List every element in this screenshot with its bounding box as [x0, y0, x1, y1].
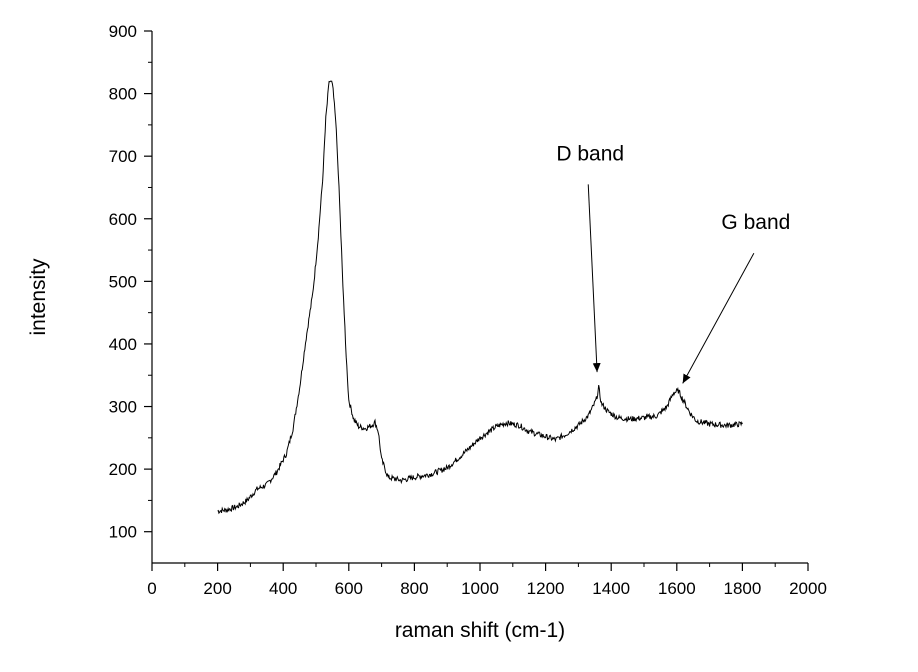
x-tick-label: 1800: [723, 579, 761, 598]
x-tick-label: 1200: [527, 579, 565, 598]
x-tick-label: 600: [335, 579, 363, 598]
y-axis-ticks: 100 200 300 400 500 600 700 800 900: [109, 22, 152, 542]
series-layer: [217, 80, 743, 515]
x-tick-label: 800: [400, 579, 428, 598]
annotation-label: G band: [721, 211, 790, 234]
x-tick-label: 400: [269, 579, 297, 598]
annotation-layer: D band G band: [556, 142, 790, 384]
y-tick-label: 400: [109, 335, 137, 354]
y-tick-label: 200: [109, 460, 137, 479]
y-tick-label: 500: [109, 272, 137, 291]
x-axis-title: raman shift (cm-1): [395, 619, 565, 642]
y-tick-label: 800: [109, 85, 137, 104]
annotation-label: D band: [556, 142, 624, 165]
y-tick-label: 900: [109, 22, 137, 41]
y-tick-label: 700: [109, 147, 137, 166]
y-tick-label: 600: [109, 210, 137, 229]
x-axis-ticks: 0 200 400 600 800 1000 1200 1400 1600 1800 2000: [147, 563, 827, 598]
spectrum-line: [217, 80, 743, 515]
x-tick-label: 1000: [461, 579, 499, 598]
x-tick-label: 0: [147, 579, 156, 598]
annotation-arrow: [682, 252, 755, 384]
x-tick-label: 200: [203, 579, 231, 598]
axes: [151, 31, 808, 564]
y-axis-title: intensity: [27, 258, 50, 336]
y-tick-label: 100: [109, 523, 137, 542]
x-tick-label: 1400: [592, 579, 630, 598]
x-tick-label: 1600: [658, 579, 696, 598]
annotation-arrow: [587, 184, 601, 373]
x-tick-label: 2000: [789, 579, 827, 598]
y-tick-label: 300: [109, 398, 137, 417]
